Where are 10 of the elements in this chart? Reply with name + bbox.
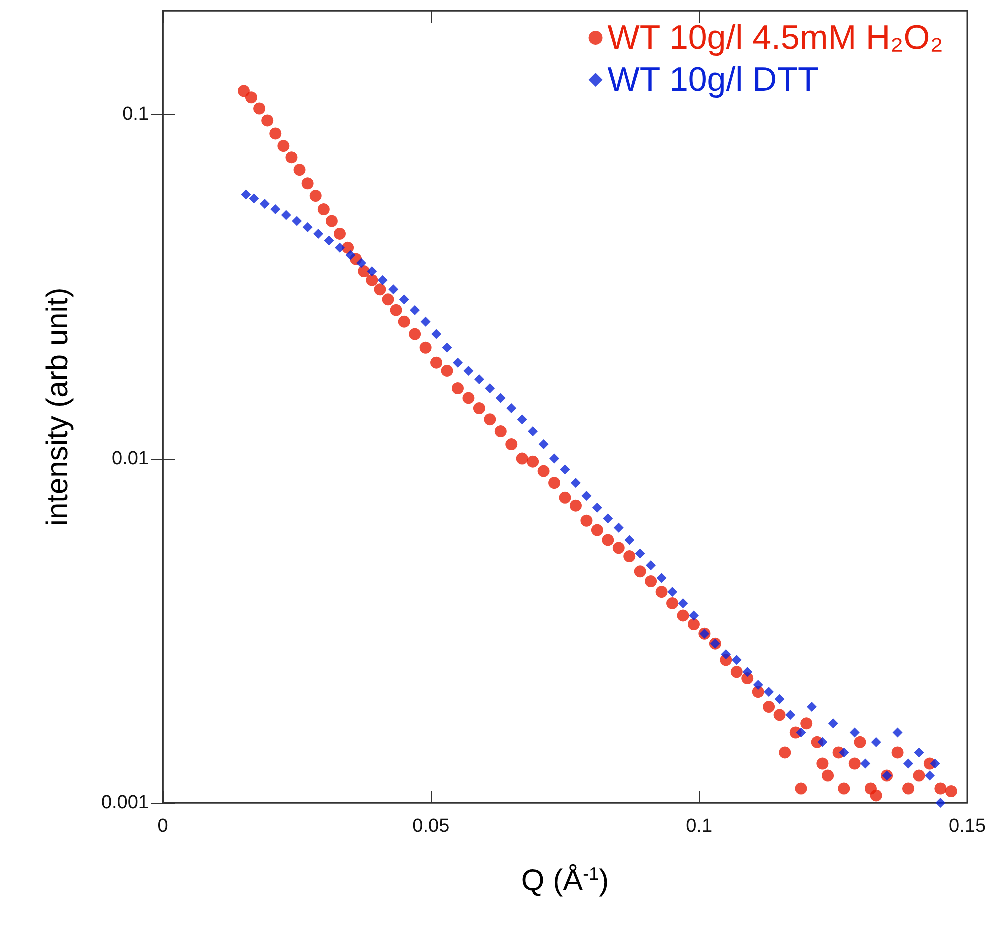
y-tick-label: 0.01 [112,448,149,470]
x-tick-label: 0.05 [412,816,450,837]
legend-label: WT 10g/l DTT [608,61,819,99]
y-tick-label: 0.1 [122,104,149,126]
x-tick-label: 0.15 [949,816,986,837]
y-axis-title: intensity (arb unit) [42,288,74,526]
y-tick-label: 0.001 [101,792,149,814]
legend-label: WT 10g/l 4.5mM H₂O₂ [608,19,944,57]
x-tick-label: 0 [158,816,168,837]
x-tick-label: 0.1 [686,816,713,837]
